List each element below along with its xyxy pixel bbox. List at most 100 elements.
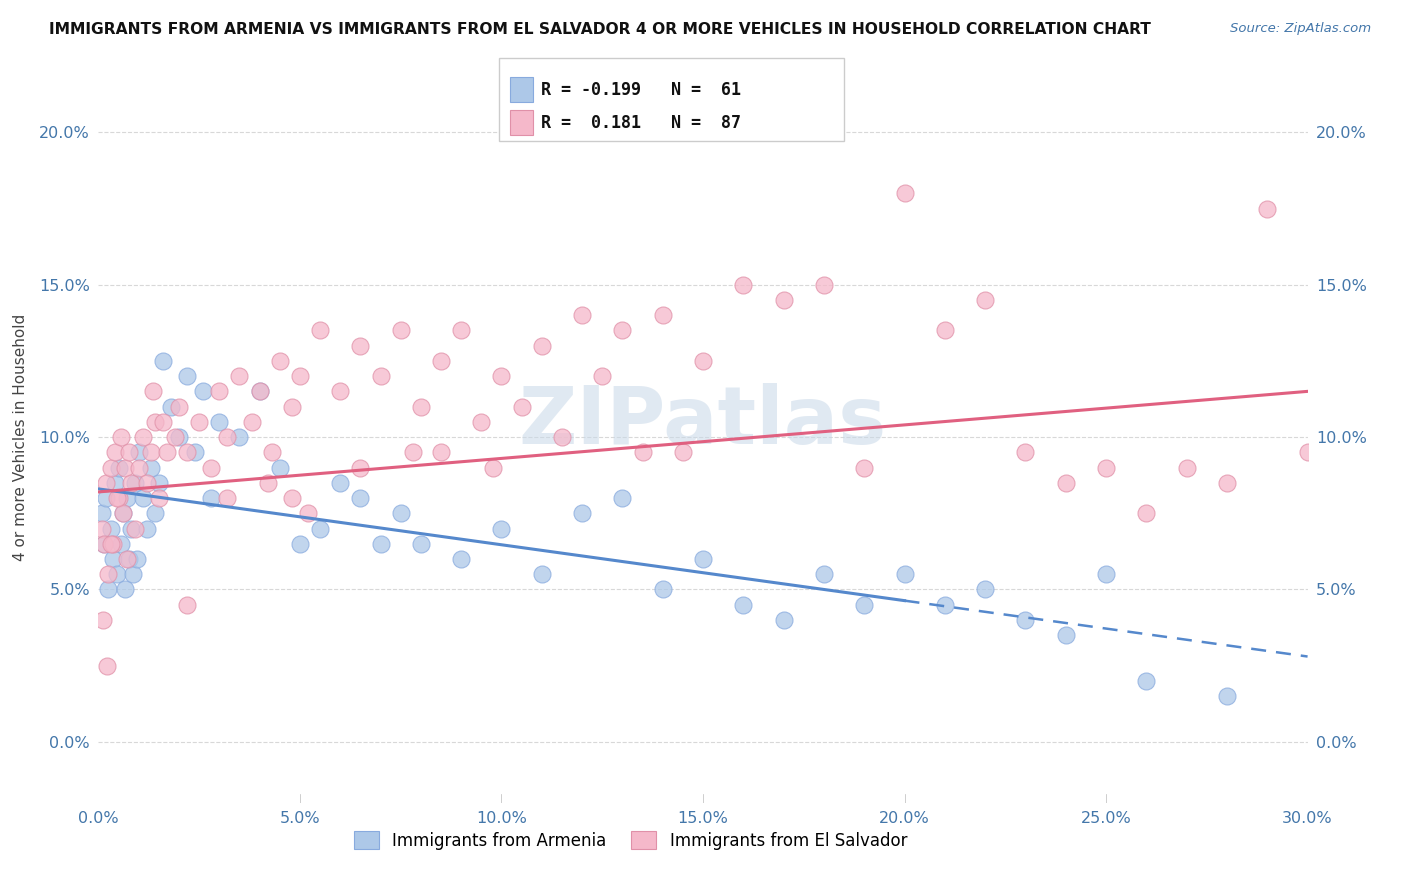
- Point: [167, 430, 190, 444]
- Point: [349, 339, 371, 353]
- Text: ZIPatlas: ZIPatlas: [519, 384, 887, 461]
- Point: [551, 430, 574, 444]
- Point: [217, 430, 239, 444]
- Point: [91, 506, 114, 520]
- Point: [176, 445, 198, 459]
- Point: [228, 430, 250, 444]
- Point: [100, 521, 122, 535]
- Point: [128, 445, 150, 459]
- Point: [430, 445, 453, 459]
- Point: [125, 552, 148, 566]
- Text: IMMIGRANTS FROM ARMENIA VS IMMIGRANTS FROM EL SALVADOR 4 OR MORE VEHICLES IN HOU: IMMIGRANTS FROM ARMENIA VS IMMIGRANTS FR…: [49, 22, 1152, 37]
- Point: [101, 537, 124, 551]
- Point: [974, 582, 997, 597]
- Point: [329, 475, 352, 490]
- Point: [96, 491, 118, 505]
- Point: [651, 308, 673, 322]
- Point: [121, 567, 143, 582]
- Point: [772, 613, 794, 627]
- Point: [1014, 445, 1036, 459]
- Point: [176, 598, 198, 612]
- Text: R = -0.199   N =  61: R = -0.199 N = 61: [541, 80, 741, 98]
- Point: [370, 369, 392, 384]
- Point: [148, 491, 170, 505]
- Point: [193, 384, 215, 399]
- Text: Source: ZipAtlas.com: Source: ZipAtlas.com: [1230, 22, 1371, 36]
- Point: [110, 430, 132, 444]
- Point: [107, 491, 129, 505]
- Point: [208, 384, 231, 399]
- Point: [160, 400, 183, 414]
- Point: [309, 323, 332, 337]
- Point: [893, 186, 915, 201]
- Point: [240, 415, 263, 429]
- Point: [176, 369, 198, 384]
- Point: [105, 567, 128, 582]
- Point: [309, 521, 332, 535]
- Point: [389, 323, 412, 337]
- Text: R =  0.181   N =  87: R = 0.181 N = 87: [541, 113, 741, 132]
- Legend: Immigrants from Armenia, Immigrants from El Salvador: Immigrants from Armenia, Immigrants from…: [347, 824, 914, 856]
- Point: [813, 277, 835, 292]
- Point: [1135, 673, 1157, 688]
- Point: [96, 658, 118, 673]
- Point: [188, 415, 211, 429]
- Point: [853, 598, 876, 612]
- Point: [200, 460, 222, 475]
- Point: [934, 323, 956, 337]
- Point: [1095, 567, 1118, 582]
- Point: [107, 460, 129, 475]
- Point: [132, 430, 155, 444]
- Point: [114, 460, 136, 475]
- Point: [101, 552, 124, 566]
- Point: [124, 521, 146, 535]
- Point: [1054, 475, 1077, 490]
- Point: [152, 415, 174, 429]
- Point: [105, 491, 128, 505]
- Point: [297, 506, 319, 520]
- Point: [470, 415, 492, 429]
- Point: [100, 460, 122, 475]
- Point: [612, 491, 634, 505]
- Point: [612, 323, 634, 337]
- Point: [450, 552, 472, 566]
- Point: [974, 293, 997, 307]
- Point: [249, 384, 271, 399]
- Point: [1216, 475, 1239, 490]
- Point: [281, 491, 304, 505]
- Point: [91, 613, 114, 627]
- Point: [1175, 460, 1198, 475]
- Point: [733, 598, 755, 612]
- Point: [124, 475, 146, 490]
- Point: [115, 491, 138, 505]
- Point: [1216, 689, 1239, 703]
- Point: [118, 445, 141, 459]
- Point: [200, 491, 222, 505]
- Point: [111, 506, 134, 520]
- Point: [97, 582, 120, 597]
- Point: [135, 475, 157, 490]
- Point: [389, 506, 412, 520]
- Point: [128, 460, 150, 475]
- Point: [228, 369, 250, 384]
- Point: [132, 491, 155, 505]
- Point: [530, 339, 553, 353]
- Point: [143, 506, 166, 520]
- Point: [139, 460, 162, 475]
- Point: [288, 369, 311, 384]
- Point: [256, 475, 278, 490]
- Point: [530, 567, 553, 582]
- Point: [370, 537, 392, 551]
- Point: [813, 567, 835, 582]
- Point: [97, 567, 120, 582]
- Point: [103, 445, 125, 459]
- Point: [93, 537, 115, 551]
- Point: [217, 491, 239, 505]
- Point: [450, 323, 472, 337]
- Point: [772, 293, 794, 307]
- Point: [733, 277, 755, 292]
- Point: [329, 384, 352, 399]
- Point: [120, 521, 142, 535]
- Point: [571, 308, 593, 322]
- Point: [148, 475, 170, 490]
